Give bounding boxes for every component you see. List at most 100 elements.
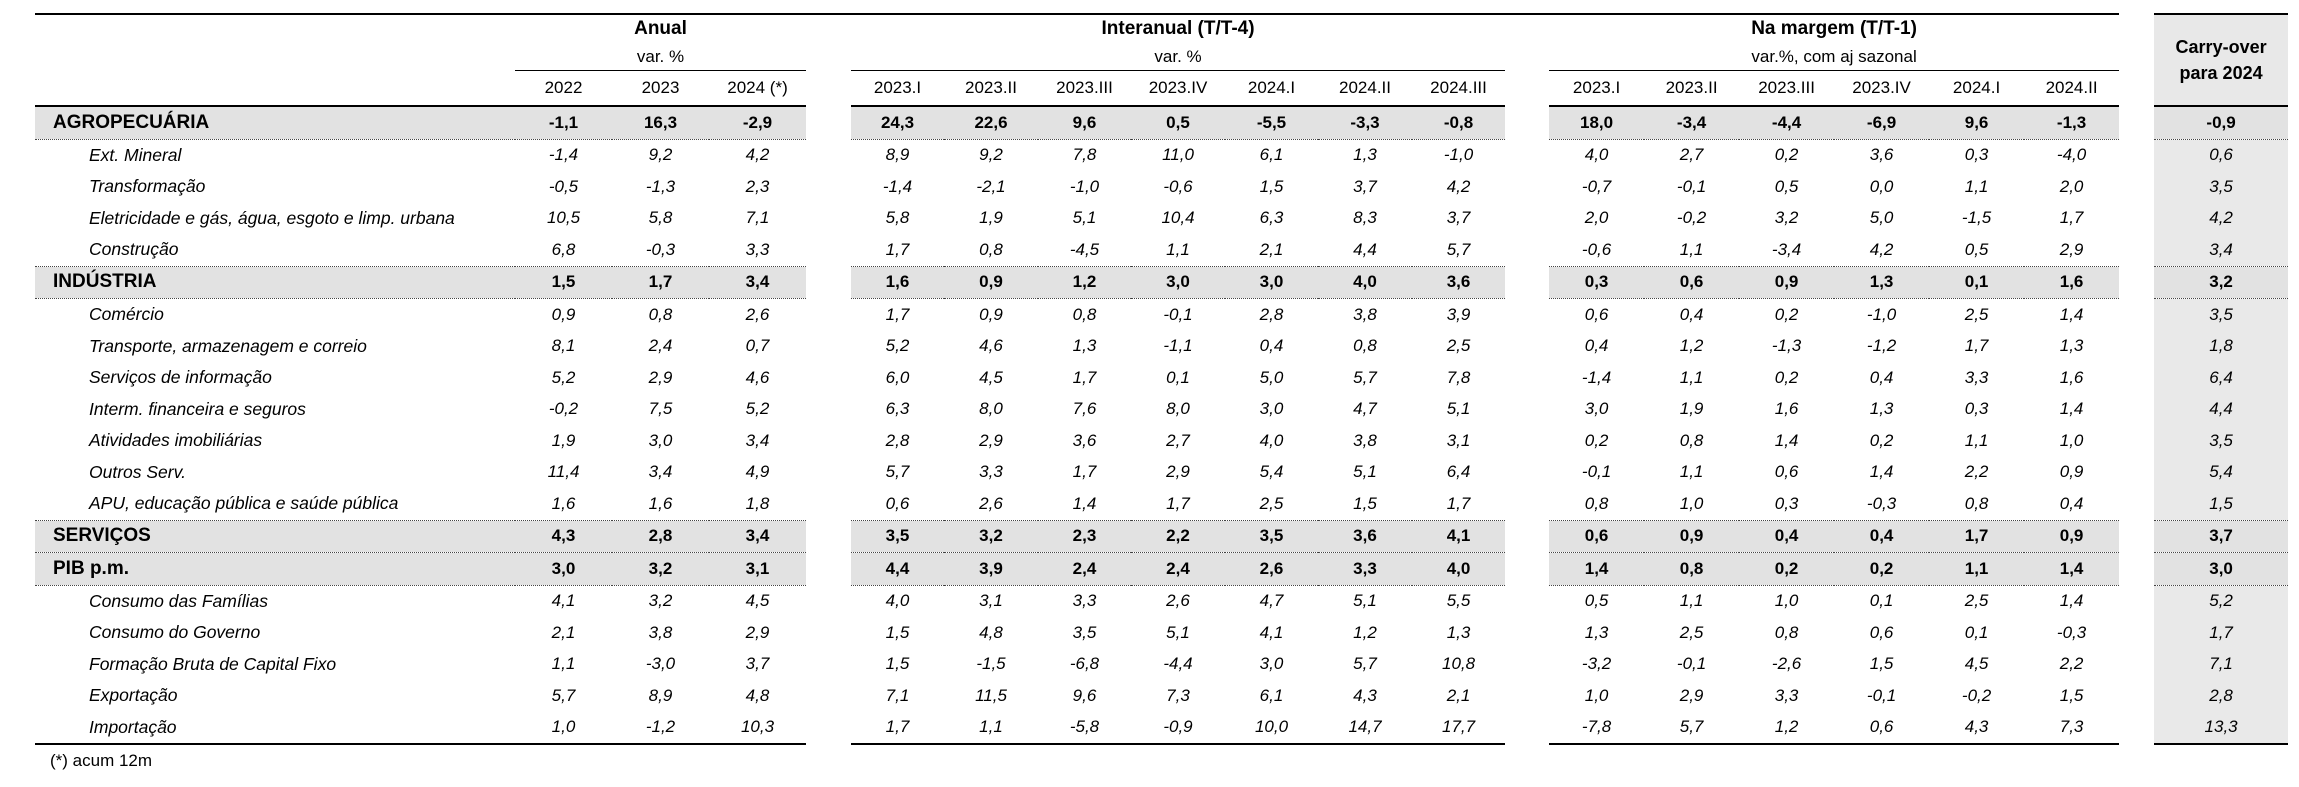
gap-cell	[2119, 393, 2155, 425]
table-row: Transporte, armazenagem e correio 8,1 2,4 0…	[35, 330, 2289, 362]
cell-na-margem: 1,1	[1679, 367, 1704, 387]
cell-interanual: 3,7	[1446, 208, 1471, 228]
col-header-q: 2024.III	[1412, 70, 1506, 107]
group-title-anual: Anual	[515, 13, 806, 43]
cell-interanual: 7,8	[1446, 367, 1471, 387]
cell-carryover: 1,8	[2154, 330, 2289, 362]
cell-interanual: 4,7	[1353, 399, 1377, 419]
cell-na-margem: -3,4	[1644, 105, 1740, 140]
cell-interanual: 5,2	[885, 336, 910, 356]
cell-na-margem: 0,6	[1869, 622, 1894, 642]
row-label: Atividades imobiliárias	[89, 430, 263, 451]
cell-interanual: 10,0	[1225, 711, 1318, 745]
cell-anual: 5,2	[745, 399, 770, 419]
cell-interanual: 1,3	[1446, 622, 1471, 642]
cell-anual: -0,5	[548, 176, 579, 196]
cell-na-margem: 0,6	[1774, 462, 1799, 482]
cell-interanual: 3,0	[1225, 265, 1318, 299]
gap-cell	[1505, 680, 1550, 712]
gap-cell	[2119, 171, 2155, 203]
cell-anual: 5,7	[551, 685, 576, 705]
cell-interanual: 5,0	[1259, 367, 1284, 387]
header-corner	[35, 70, 515, 107]
gap-cell	[1505, 711, 1550, 744]
gap-cell	[2119, 14, 2154, 43]
col-header-q: 2023.II	[944, 70, 1038, 107]
cell-anual: 0,7	[745, 336, 770, 356]
row-label: Importação	[35, 711, 515, 745]
col-header-q: 2023.III	[1739, 70, 1835, 107]
gap-cell	[806, 585, 851, 617]
group-title-na-margem: Na margem (T/T-1)	[1549, 13, 2120, 43]
cell-anual: 2,8	[612, 519, 709, 553]
cell-na-margem: -0,7	[1581, 176, 1612, 196]
gap-cell	[2119, 139, 2155, 171]
cell-interanual: 1,5	[885, 654, 910, 674]
cell-interanual: 0,6	[885, 493, 910, 513]
cell-na-margem: 4,5	[1964, 654, 1989, 674]
cell-interanual: 11,5	[975, 685, 1007, 705]
cell-na-margem: 0,3	[1964, 399, 1989, 419]
cell-na-margem: 1,3	[1584, 622, 1609, 642]
cell-na-margem: 0,2	[1774, 145, 1799, 165]
gap-cell	[806, 520, 851, 553]
cell-interanual: 6,1	[1259, 685, 1284, 705]
cell-anual: 3,2	[648, 591, 673, 611]
cell-na-margem: 0,8	[1644, 552, 1740, 586]
gap-cell	[2119, 362, 2155, 394]
cell-na-margem: 0,6	[1584, 304, 1609, 324]
cell-interanual: 3,7	[1353, 176, 1377, 196]
cell-anual: 4,1	[551, 591, 576, 611]
cell-na-margem: 4,0	[1584, 145, 1609, 165]
cell-na-margem: 4,2	[1869, 239, 1894, 259]
cell-na-margem: 0,8	[1774, 622, 1799, 642]
table-row: AGROPECUÁRIA -1,1 16,3 -2,9 24,3 22,6 9,6 0,5 -5…	[35, 105, 2289, 140]
cell-anual: -1,4	[548, 145, 579, 165]
cell-interanual: 6,1	[1259, 145, 1284, 165]
cell-na-margem: 1,0	[2059, 430, 2084, 450]
cell-na-margem: 1,6	[2059, 367, 2084, 387]
cell-interanual: 1,7	[885, 239, 910, 259]
cell-anual: 16,3	[612, 105, 709, 140]
cell-na-margem: 0,3	[1964, 145, 1989, 165]
cell-na-margem: 1,4	[1869, 462, 1894, 482]
cell-interanual: -0,9	[1131, 711, 1225, 745]
cell-interanual: 17,7	[1412, 711, 1506, 745]
cell-interanual: 0,9	[944, 265, 1038, 299]
table-row: Transformação -0,5 -1,3 2,3 -1,4 -2,1 -1,0 -0,6…	[35, 171, 2289, 203]
cell-interanual: -0,1	[1163, 304, 1193, 324]
cell-interanual: 5,1	[1166, 622, 1190, 642]
row-label: INDÚSTRIA	[35, 265, 515, 299]
cell-interanual: 1,7	[1072, 462, 1097, 482]
cell-na-margem: -3,4	[1771, 239, 1802, 259]
row-label: Ext. Mineral	[89, 144, 182, 165]
cell-interanual: 5,1	[1353, 462, 1377, 482]
cell-anual: 4,5	[745, 591, 770, 611]
cell-interanual: -3,3	[1318, 105, 1412, 140]
cell-interanual: -1,5	[976, 654, 1006, 674]
cell-na-margem: 1,1	[1679, 462, 1704, 482]
cell-interanual: 4,8	[979, 622, 1003, 642]
cell-interanual: 1,9	[979, 208, 1003, 228]
cell-na-margem: 2,7	[1679, 145, 1704, 165]
cell-interanual: 0,1	[1166, 367, 1190, 387]
cell-interanual: 4,1	[1412, 519, 1506, 553]
cell-interanual: 2,6	[1166, 591, 1190, 611]
cell-anual: 3,4	[709, 519, 806, 553]
cell-interanual: 1,5	[1353, 493, 1377, 513]
cell-interanual: 14,7	[1318, 711, 1412, 745]
cell-anual: 3,4	[648, 462, 673, 482]
cell-na-margem: 1,1	[1964, 176, 1989, 196]
cell-na-margem: 0,8	[1964, 493, 1989, 513]
cell-anual: 5,8	[648, 208, 673, 228]
cell-anual: 3,0	[648, 430, 673, 450]
cell-interanual: -1,0	[1069, 176, 1100, 196]
gap-cell	[806, 106, 851, 139]
cell-na-margem: 1,7	[1964, 336, 1989, 356]
header-group-row: Anual Interanual (T/T-4) Na margem (T/T-…	[35, 13, 2289, 107]
gap-cell	[2119, 202, 2155, 234]
cell-anual: -2,9	[709, 105, 806, 140]
cell-interanual: 2,5	[1446, 336, 1471, 356]
gdp-report-sheet: Anual Interanual (T/T-4) Na margem (T/T-…	[35, 13, 2289, 770]
cell-na-margem: 0,4	[1869, 367, 1894, 387]
